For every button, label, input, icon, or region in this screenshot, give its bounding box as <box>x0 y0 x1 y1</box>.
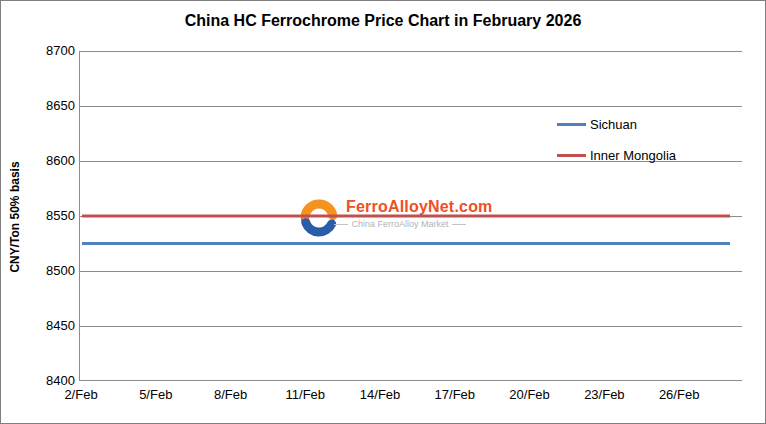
y-tick-label: 8650 <box>29 99 75 113</box>
series-layer <box>80 51 743 381</box>
x-tick-label: 23/Feb <box>576 387 632 402</box>
y-tick-label: 8550 <box>29 209 75 223</box>
legend-label-inner-mongolia: Inner Mongolia <box>590 148 676 163</box>
x-tick-label: 26/Feb <box>651 387 707 402</box>
y-tick-label: 8500 <box>29 264 75 278</box>
legend-swatch-inner-mongolia <box>557 154 586 157</box>
x-tick-label: 14/Feb <box>352 387 408 402</box>
plot-area <box>79 51 742 381</box>
legend-item-sichuan: Sichuan <box>557 116 676 132</box>
y-tick-label: 8400 <box>29 374 75 388</box>
x-tick-label: 20/Feb <box>502 387 558 402</box>
x-tick-label: 5/Feb <box>128 387 184 402</box>
legend-label-sichuan: Sichuan <box>590 117 637 132</box>
legend: Sichuan Inner Mongolia <box>557 116 676 178</box>
chart-title: China HC Ferrochrome Price Chart in Febr… <box>1 12 765 30</box>
y-tick-label: 8450 <box>29 319 75 333</box>
x-tick-label: 17/Feb <box>427 387 483 402</box>
y-tick-label: 8700 <box>29 44 75 58</box>
chart-window: China HC Ferrochrome Price Chart in Febr… <box>0 0 766 424</box>
y-axis-title: CNY/Ton 50% basis <box>8 142 24 292</box>
legend-swatch-sichuan <box>557 123 586 126</box>
x-tick-label: 2/Feb <box>53 387 109 402</box>
y-tick-label: 8600 <box>29 154 75 168</box>
x-tick-label: 8/Feb <box>203 387 259 402</box>
x-tick-label: 11/Feb <box>277 387 333 402</box>
legend-item-inner-mongolia: Inner Mongolia <box>557 147 676 163</box>
